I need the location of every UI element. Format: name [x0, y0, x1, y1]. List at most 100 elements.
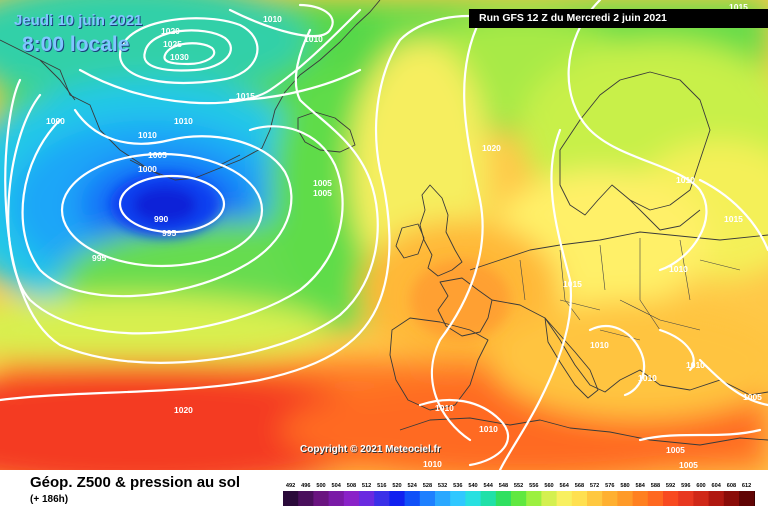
legend-value-label: 592 — [666, 483, 675, 489]
chart-title: Géop. Z500 & pression au sol — [30, 474, 241, 491]
isobar-label: 1010 — [479, 424, 498, 434]
isobar-label: 1010 — [423, 459, 442, 469]
legend-value-label: 604 — [712, 483, 722, 489]
isobar-1000 — [21, 108, 293, 298]
iberia-coast — [389, 317, 489, 411]
legend-swatch — [511, 491, 527, 506]
map-canvas: 1010 1015 1020 1025 1030 1010 1015 1000 … — [0, 0, 768, 470]
legend-value-label: 536 — [453, 483, 462, 489]
isobar-label: 1000 — [138, 164, 157, 174]
legend-swatch — [647, 491, 664, 506]
isobar-label: 1010 — [138, 130, 157, 140]
isobar-1010-e2 — [658, 328, 695, 372]
isobar-1020-west — [0, 14, 502, 402]
britain-coast — [419, 184, 463, 277]
legend-value-label: 576 — [605, 483, 614, 489]
italy-coast — [544, 317, 599, 399]
legend-value-label: 612 — [742, 483, 751, 489]
legend-value-label: 540 — [468, 483, 477, 489]
legend-swatch — [495, 491, 512, 506]
legend-value-label: 580 — [620, 483, 629, 489]
isobar-label: 1020 — [161, 26, 180, 36]
isobar-label: 1010 — [590, 340, 609, 350]
baltic — [629, 199, 701, 231]
greenland-coast — [0, 0, 381, 181]
legend-swatch — [754, 491, 755, 506]
legend-swatch — [298, 491, 314, 506]
isobar-1005-e — [698, 358, 768, 407]
isobar-high-1020 — [118, 17, 259, 85]
legend-swatch — [678, 491, 694, 506]
legend-value-label: 560 — [544, 483, 553, 489]
isobar-1010-top — [228, 3, 334, 38]
run-info-banner: Run GFS 12 Z du Mercredi 2 juin 2021 — [469, 9, 768, 28]
legend-swatch — [723, 491, 740, 506]
legend-swatch — [359, 491, 375, 506]
isobar-label: 990 — [154, 214, 168, 224]
legend-value-label: 600 — [696, 483, 705, 489]
isobar-label: 1010 — [174, 116, 193, 126]
legend-swatch — [283, 491, 299, 506]
legend-value-label: 496 — [301, 483, 310, 489]
legend-value-label: 556 — [529, 483, 538, 489]
france-coast — [437, 277, 493, 337]
isobar-label: 1005 — [743, 392, 762, 402]
forecast-lead-time: (+ 186h) — [30, 494, 69, 505]
isobar-label: 1020 — [482, 143, 501, 153]
isobar-label: 1005 — [148, 150, 167, 160]
legend-swatch — [541, 491, 557, 506]
isobar-high-1025 — [143, 29, 232, 72]
ireland-coast — [395, 223, 425, 259]
legend-value-label: 596 — [681, 483, 690, 489]
north-africa-coast — [399, 417, 768, 446]
color-legend: 492 496 500 504 508 512 516 520 524 528 532 536 540 5… — [283, 483, 755, 506]
legend-value-label: 492 — [286, 483, 295, 489]
isobar-label: 1010 — [638, 373, 657, 383]
legend-swatch — [526, 491, 542, 506]
isobar-label: 1015 — [236, 91, 255, 101]
legend-swatch — [556, 491, 573, 506]
legend-swatch — [480, 491, 497, 506]
isobar-label: 1010 — [686, 360, 705, 370]
coastlines — [0, 0, 768, 446]
legend-swatch — [571, 491, 588, 506]
legend-swatch — [313, 491, 329, 506]
isobar-label: 995 — [92, 253, 106, 263]
legend-labels: 492 496 500 504 508 512 516 520 524 528 532 536 540 5… — [286, 483, 751, 489]
legend-value-label: 532 — [438, 483, 447, 489]
legend-value-label: 568 — [575, 483, 584, 489]
legend-swatch — [404, 491, 421, 506]
legend-value-label: 572 — [590, 483, 599, 489]
isobar-label: 1005 — [679, 460, 698, 470]
legend-value-label: 512 — [362, 483, 371, 489]
legend-swatch — [389, 491, 405, 506]
legend-swatch — [693, 491, 709, 506]
legend-value-label: 552 — [514, 483, 523, 489]
isobar-1005-se — [638, 428, 762, 442]
legend-value-label: 544 — [484, 483, 494, 489]
legend-value-label: 516 — [377, 483, 386, 489]
legend-swatch — [343, 491, 360, 506]
isobar-label: 1010 — [676, 175, 695, 185]
forecast-time: 8:00 locale — [22, 33, 130, 56]
legend-value-label: 528 — [423, 483, 432, 489]
isobar-label: 1010 — [304, 34, 323, 44]
isobar-label: 1015 — [563, 279, 582, 289]
copyright-notice: Copyright © 2021 Meteociel.fr — [300, 444, 441, 455]
isobar-label: 1010 — [669, 264, 688, 274]
isobar-label: 1005 — [666, 445, 685, 455]
isobar-label: 1005 — [313, 178, 332, 188]
legend-value-label: 504 — [332, 483, 342, 489]
isobar-label: 1015 — [724, 214, 743, 224]
isobar-1010-south — [418, 398, 510, 467]
greenland-inner — [39, 59, 241, 176]
europe-main — [469, 231, 768, 396]
legend-swatch — [632, 491, 649, 506]
scandinavia-coast — [559, 71, 711, 216]
legend-value-label: 608 — [727, 483, 736, 489]
iceland-coast — [297, 111, 356, 153]
legend-value-label: 520 — [392, 483, 401, 489]
isobar-high-1030 — [163, 42, 216, 66]
isobar-label: 1000 — [46, 116, 65, 126]
legend-swatch — [587, 491, 603, 506]
